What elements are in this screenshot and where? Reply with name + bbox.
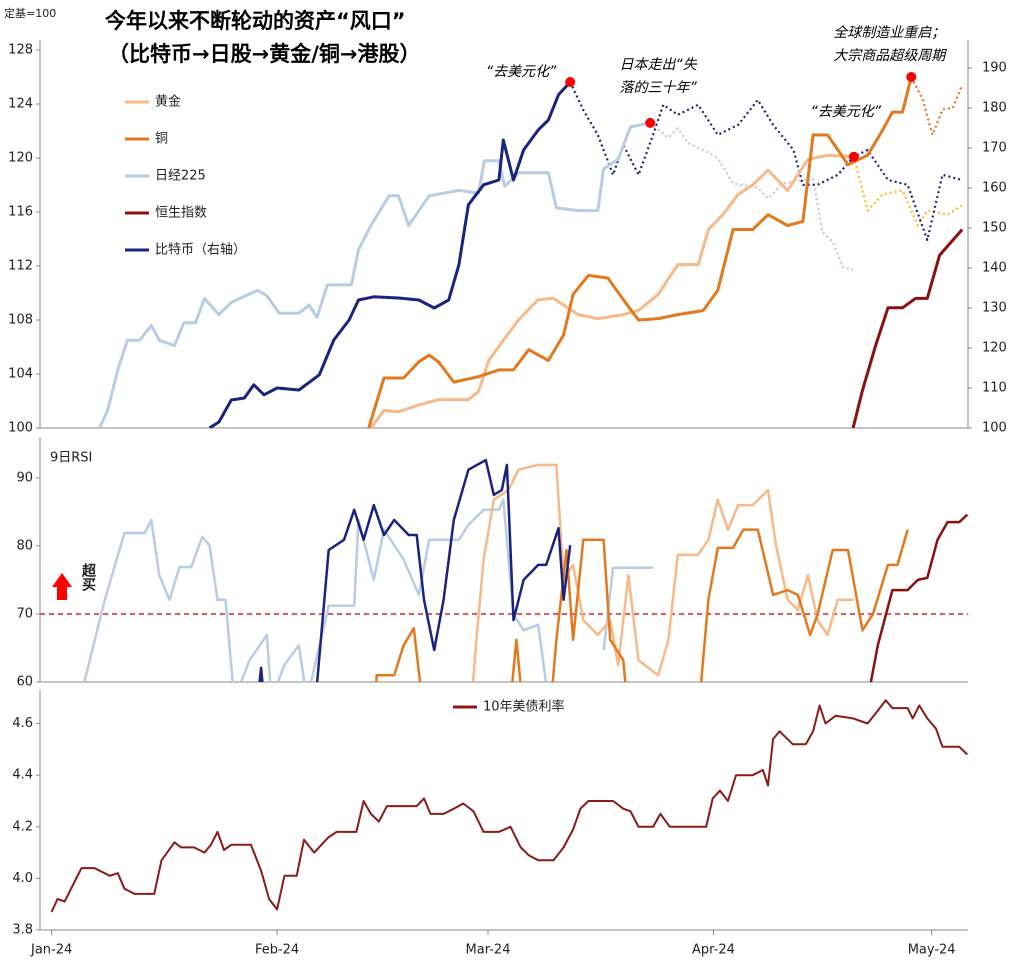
x-tick-label: Mar-24 [466,943,511,958]
y2-tick-label: 100 [982,421,1007,436]
plot-area [50,699,968,913]
annotation-dot [848,151,859,162]
y-tick-label: 120 [8,150,33,165]
projection-line [910,76,964,137]
y2-tick-label: 130 [982,301,1007,316]
y2-tick-label: 140 [982,261,1007,276]
series-line [367,76,913,428]
plot-area [98,76,964,428]
y-tick-label: 90 [16,470,33,485]
series-line [258,458,572,682]
y-tick-label: 4.2 [12,819,33,834]
y2-tick-label: 160 [982,181,1007,196]
series-line [369,153,854,428]
y-tick-label: 70 [16,606,33,621]
y-note: 定基=100 [4,6,56,20]
annotation-dot [906,71,917,82]
series-line [375,528,909,682]
y-tick-label: 100 [8,421,33,436]
chart-title: 今年以来不断轮动的资产“风口” [105,9,406,33]
y-tick-label: 60 [16,675,33,690]
y2-tick-label: 110 [982,381,1007,396]
y2-tick-label: 170 [982,141,1007,156]
annotation-text: “去美元化” [486,64,557,80]
y2-tick-label: 190 [982,61,1007,76]
legend-label: 日经225 [155,169,206,184]
y-tick-label: 104 [8,366,33,381]
legend-label: 10年美债利率 [483,699,565,715]
y-tick-label: 124 [8,96,33,111]
legend-label: 铜 [155,132,168,147]
y-tick-label: 80 [16,538,33,553]
annotation-text: 全球制造业重启； [833,25,945,41]
legend-label: 比特币（右轴） [155,243,246,258]
annotation-dot [645,117,656,128]
legend-label: 恒生指数 [155,206,207,221]
chart-subtitle: （比特币→日股→黄金/铜→港股） [108,42,420,66]
plot-area [40,458,968,682]
x-tick-label: Feb-24 [255,943,299,958]
series-line [851,228,964,428]
y2-tick-label: 180 [982,101,1007,116]
x-tick-label: May-24 [908,943,956,958]
rsi-label: 9日RSI [50,451,92,466]
series-line [869,513,968,682]
series-line [50,699,968,913]
projection-line [649,122,854,272]
y2-tick-label: 120 [982,341,1007,356]
annotation-text: 大宗商品超级周期 [833,48,947,64]
projection-line [852,156,963,227]
y-tick-label: 128 [8,42,33,57]
y-tick-label: 116 [8,204,33,219]
y-tick-label: 3.8 [12,923,33,938]
overbought-arrow [52,573,72,600]
threshold-label: 超买 [80,562,97,592]
annotation-text: 日本走出“失 [620,57,698,73]
y-tick-label: 108 [8,312,33,327]
annotation-text: 落的三十年” [620,80,698,96]
legend-label: 黄金 [155,94,181,110]
y2-tick-label: 150 [982,221,1007,236]
series-line [208,80,572,428]
y-tick-label: 4.6 [12,716,33,731]
y-tick-label: 4.0 [12,871,33,886]
x-tick-label: Jan-24 [30,943,72,958]
x-tick-label: Apr-24 [692,943,735,958]
series-line [98,121,651,428]
y-tick-label: 112 [8,258,33,273]
series-line [471,463,854,682]
y-tick-label: 4.4 [12,768,33,783]
annotation-dot [565,77,576,87]
annotation-text: “去美元化” [811,104,882,120]
